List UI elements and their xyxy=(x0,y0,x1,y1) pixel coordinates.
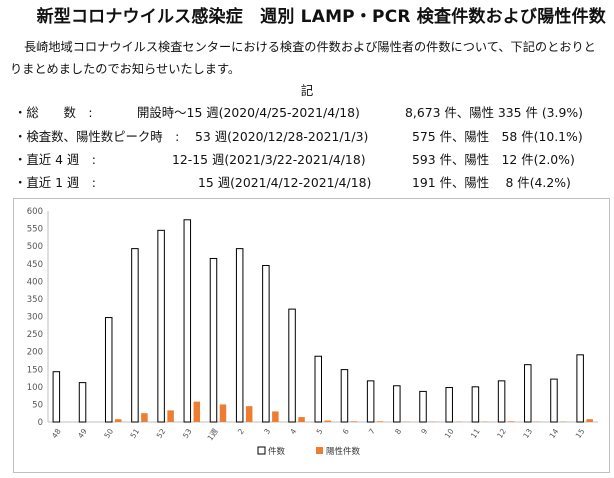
x-tick-label: 11 xyxy=(469,427,482,440)
x-tick-label: 5 xyxy=(315,427,325,436)
x-tick-label: 4 xyxy=(288,427,298,436)
page-title: 新型コロナウイルス感染症 週別 LAMP・PCR 検査件数および陽性件数 xyxy=(36,7,606,27)
bar-total xyxy=(393,385,401,423)
y-tick-label: 0 xyxy=(38,418,43,428)
x-tick-label: 13 xyxy=(521,427,534,440)
y-tick-label: 600 xyxy=(27,207,43,217)
bar-total xyxy=(78,382,87,423)
x-tick-label: 12 xyxy=(495,427,508,440)
bar-total xyxy=(524,364,532,423)
y-tick-label: 100 xyxy=(27,383,43,393)
y-tick-label: 50 xyxy=(32,400,43,410)
summary-period: 15 週(2021/4/12-2021/4/18) xyxy=(198,175,372,190)
summary-row-recent1: ・直近 1 週 : 15 週(2021/4/12-2021/4/18) 191 … xyxy=(0,173,614,193)
bar-total xyxy=(497,380,506,423)
x-tick-label: 50 xyxy=(102,427,115,440)
bar-positive xyxy=(141,413,148,422)
bar-positive xyxy=(193,401,201,422)
intro-paragraph: 長崎地域コロナウイルス検査センターにおける検査の件数および陽性者の件数について、… xyxy=(10,40,596,76)
bar-total xyxy=(471,386,480,423)
summary-row-peak: ・検査数、陽性数ピーク時 : 53 週(2020/12/28-2021/1/3)… xyxy=(0,127,614,147)
summary-label: ・検査数、陽性数ピーク時 : xyxy=(14,129,180,144)
x-tick-label: 8 xyxy=(393,427,403,436)
summary-period: 開設時～15 週(2020/4/25-2021/4/18) xyxy=(137,105,360,120)
y-tick-label: 200 xyxy=(27,348,43,358)
bar-total xyxy=(131,248,139,423)
y-tick-label: 550 xyxy=(27,225,43,235)
x-tick-label: 1週 xyxy=(205,427,220,443)
bar-total xyxy=(550,378,558,423)
y-tick-label: 150 xyxy=(27,365,43,375)
ki-heading: 記 xyxy=(300,83,314,98)
y-tick-label: 300 xyxy=(27,313,43,323)
bar-positive xyxy=(298,417,305,422)
summary-label: ・総 数 : xyxy=(14,105,93,120)
x-tick-label: 6 xyxy=(341,427,351,436)
bar-positive xyxy=(507,421,515,422)
bar-total xyxy=(314,355,322,423)
x-tick-label: 9 xyxy=(419,427,429,436)
summary-count: 593 件、陽性 12 件(2.0%) xyxy=(412,152,575,167)
bar-positive xyxy=(350,421,358,422)
bar-total xyxy=(445,387,453,423)
x-tick-label: 3 xyxy=(262,427,272,436)
bar-positive xyxy=(324,420,331,422)
chart-frame xyxy=(13,198,610,473)
bar-total xyxy=(209,257,218,423)
summary-row-recent4: ・直近 4 週 : 12-15 週(2021/3/22-2021/4/18) 5… xyxy=(0,150,614,170)
legend-label-total: 件数 xyxy=(268,446,286,457)
bar-total xyxy=(340,369,349,423)
y-tick-label: 450 xyxy=(27,260,43,270)
bar-positive xyxy=(376,421,384,422)
legend-swatch-positive xyxy=(316,447,323,454)
bar-total xyxy=(235,248,244,423)
bar-total xyxy=(366,380,375,423)
bar-positive xyxy=(272,411,279,422)
summary-label: ・直近 1 週 : xyxy=(14,175,96,190)
x-tick-label: 51 xyxy=(128,427,141,440)
summary-label: ・直近 4 週 : xyxy=(14,152,96,167)
x-tick-label: 2 xyxy=(236,427,246,436)
x-tick-label: 7 xyxy=(367,427,377,436)
bar-total xyxy=(183,219,192,423)
x-tick-label: 52 xyxy=(155,427,168,440)
bar-total xyxy=(419,390,427,423)
x-tick-label: 15 xyxy=(574,427,587,440)
summary-count: 8,673 件、陽性 335 件 (3.9%) xyxy=(405,105,583,120)
bar-positive xyxy=(586,419,593,422)
y-tick-label: 250 xyxy=(27,330,43,340)
y-tick-label: 500 xyxy=(27,242,43,252)
summary-row-total: ・総 数 : 開設時～15 週(2020/4/25-2021/4/18) 8,6… xyxy=(0,103,614,123)
bar-total xyxy=(262,265,270,423)
bar-total xyxy=(288,308,296,423)
x-tick-label: 48 xyxy=(50,427,63,440)
x-tick-label: 49 xyxy=(76,427,89,440)
x-tick-label: 53 xyxy=(181,427,194,440)
summary-period: 12-15 週(2021/3/22-2021/4/18) xyxy=(172,152,366,167)
x-tick-label: 14 xyxy=(548,427,561,440)
bar-total xyxy=(576,354,584,423)
bar-total xyxy=(157,229,165,423)
bar-total xyxy=(104,317,113,423)
bar-positive xyxy=(167,410,174,422)
bar-positive xyxy=(245,406,253,422)
summary-count: 575 件、陽性 58 件(10.1%) xyxy=(412,129,583,144)
summary-count: 191 件、陽性 8 件(4.2%) xyxy=(412,175,571,190)
bar-positive xyxy=(219,404,227,422)
summary-period: 53 週(2020/12/28-2021/1/3) xyxy=(195,129,369,144)
x-tick-label: 10 xyxy=(443,427,456,440)
y-tick-label: 400 xyxy=(27,277,43,287)
legend-label-positive: 陽性件数 xyxy=(326,446,361,457)
legend-swatch-total xyxy=(257,446,266,455)
bar-total xyxy=(52,371,61,423)
bar-positive xyxy=(114,419,122,422)
y-tick-label: 350 xyxy=(27,295,43,305)
